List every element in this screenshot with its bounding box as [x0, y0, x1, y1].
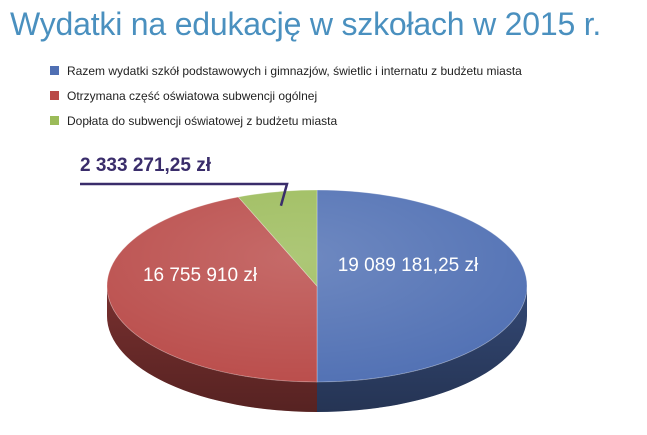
legend-item-subsidy: Otrzymana część oświatowa subwencji ogól…	[50, 83, 640, 108]
pie-top	[106, 189, 528, 383]
chart-legend: Razem wydatki szkół podstawowych i gimna…	[50, 58, 640, 133]
pie-labels: 19 089 181,25 zł 16 755 910 zł 2 333 271,2…	[80, 155, 479, 286]
pie-side-total-expenses-shade	[317, 286, 527, 412]
legend-label-city-supplement: Dopłata do subwencji oświatowej z budżet…	[67, 113, 338, 128]
pie-side-subsidy-shade	[107, 286, 317, 412]
data-label-city-supplement: 2 333 271,25 zł	[80, 155, 212, 176]
legend-label-total-expenses: Razem wydatki szkół podstawowych i gimna…	[67, 63, 522, 78]
legend-swatch-red	[50, 91, 59, 100]
legend-swatch-blue	[50, 66, 59, 75]
data-label-total-expenses: 19 089 181,25 zł	[338, 255, 479, 276]
data-label-subsidy: 16 755 910 zł	[143, 265, 258, 286]
chart-title: Wydatki na edukację w szkołach w 2015 r.	[10, 6, 602, 42]
legend-swatch-green	[50, 116, 59, 125]
pie-top-shine	[107, 190, 527, 382]
legend-item-city-supplement: Dopłata do subwencji oświatowej z budżet…	[50, 108, 640, 133]
legend-item-total-expenses: Razem wydatki szkół podstawowych i gimna…	[50, 58, 640, 83]
legend-label-subsidy: Otrzymana część oświatowa subwencji ogól…	[67, 88, 318, 103]
callout-leader-line	[80, 182, 289, 207]
pie-side	[107, 286, 527, 412]
